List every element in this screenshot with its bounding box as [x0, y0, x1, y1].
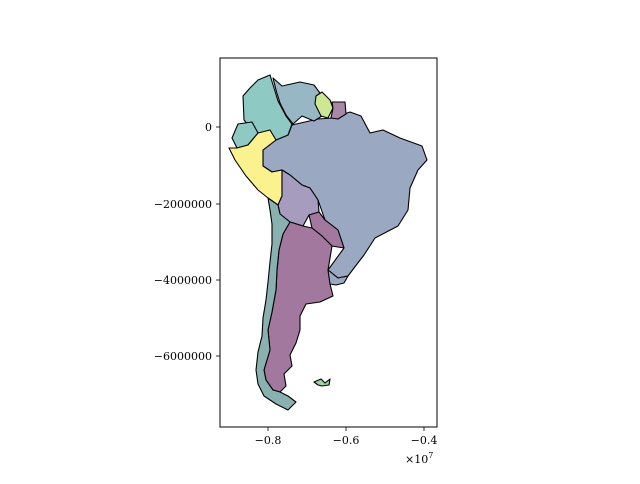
y-axis: 0 −2000000 −4000000 −6000000 — [154, 121, 220, 363]
y-tick-label: 0 — [205, 121, 212, 134]
countries — [228, 74, 428, 411]
axes-frame — [219, 57, 438, 428]
axes: 0 −2000000 −4000000 −6000000 −0.8 −0.6 −… — [154, 57, 438, 466]
x-offset-exponent: 7 — [428, 451, 433, 460]
x-tick-label: −0.8 — [255, 434, 282, 447]
x-offset-base: ×10 — [405, 453, 428, 466]
x-axis: −0.8 −0.6 −0.4 ×107 — [255, 427, 438, 466]
country-uruguay — [327, 269, 349, 286]
y-tick-label: −6000000 — [154, 350, 212, 363]
country-falklands — [313, 378, 331, 387]
country-colombia — [242, 74, 293, 141]
y-tick-label: −4000000 — [154, 274, 212, 287]
country-suriname — [330, 101, 347, 120]
x-tick-label: −0.6 — [333, 434, 360, 447]
country-venezuela — [272, 77, 326, 125]
x-tick-label: −0.4 — [411, 434, 438, 447]
country-guyana — [314, 91, 334, 119]
y-tick-label: −2000000 — [154, 198, 212, 211]
x-offset-label: ×107 — [405, 451, 433, 466]
country-chile — [255, 197, 297, 411]
